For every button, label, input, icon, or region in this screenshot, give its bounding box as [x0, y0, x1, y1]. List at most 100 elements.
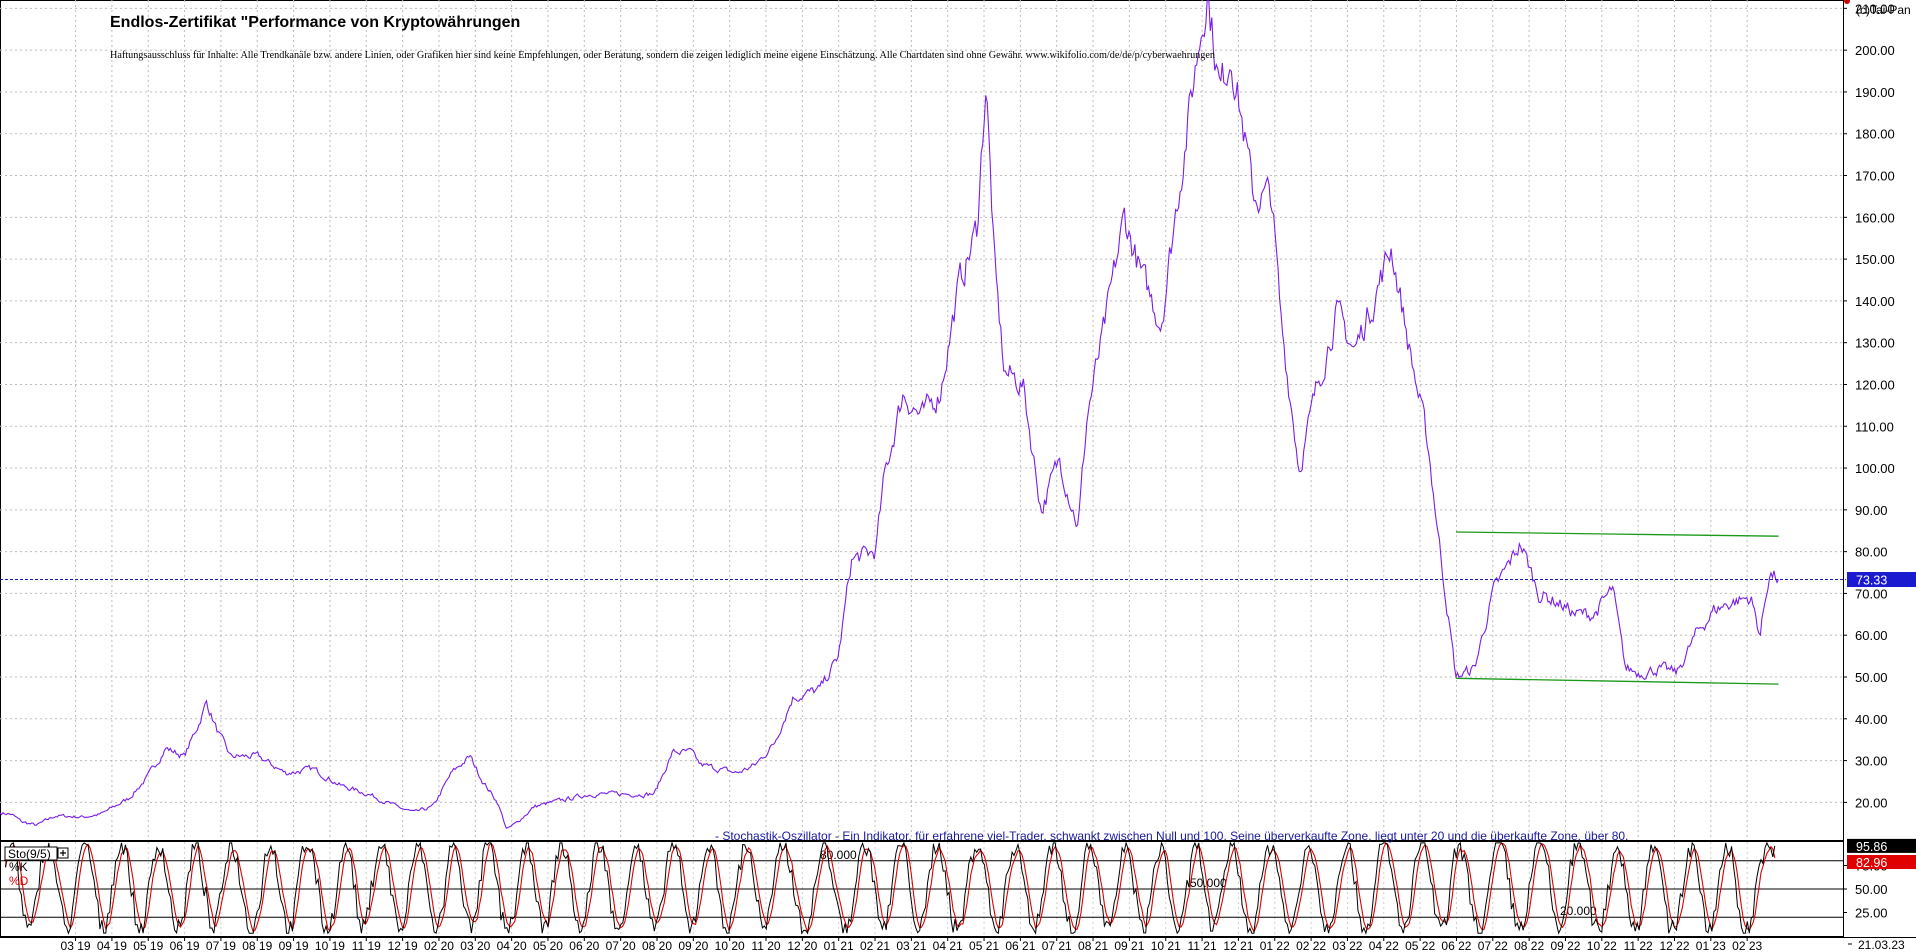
x-tick-label: 08 20	[642, 939, 672, 952]
x-tick-label: 11 21	[1188, 939, 1217, 952]
y-tick-label: 180.00	[1855, 127, 1895, 142]
x-tick-label: 10 22	[1587, 939, 1617, 952]
x-tick-label: 04 20	[497, 939, 527, 952]
d-legend: %D	[9, 874, 29, 888]
price-line	[0, 0, 1779, 829]
x-tick-label: 01 21	[824, 939, 854, 952]
x-tick-label: 08 19	[242, 939, 272, 952]
x-tick-label: 01 22	[1260, 939, 1290, 952]
x-tick-label: 01 23	[1696, 939, 1726, 952]
y-tick-label: 20.00	[1855, 795, 1888, 810]
x-tick-label: 12 19	[388, 939, 418, 952]
k-value-label: 95.86	[1856, 840, 1887, 854]
x-tick-label: 02 21	[860, 939, 890, 952]
y-tick-label: 150.00	[1855, 252, 1895, 267]
stochastic-note: - Stochastik-Oszillator - Ein Indikator,…	[715, 829, 1628, 843]
y-tick-label: 170.00	[1855, 169, 1895, 184]
chart-title: Endlos-Zertifikat "Performance von Krypt…	[110, 14, 520, 31]
x-tick-label: 09 21	[1114, 939, 1144, 952]
current-price-label: 73.33	[1856, 574, 1887, 588]
x-tick-label: 04 19	[97, 939, 127, 952]
x-tick-label: 03 19	[61, 939, 91, 952]
x-tick-label: 04 22	[1369, 939, 1399, 952]
x-axis-ticks: 03 19 04 19 05 19 06 19 07 19 08 19 09 19 10 19…	[61, 937, 1763, 952]
k-legend: %K	[9, 860, 28, 874]
x-tick-label: 06 20	[569, 939, 599, 952]
copyright-label: (c)Tai-Pan	[1856, 3, 1911, 17]
y-tick-label: 110.00	[1855, 419, 1894, 434]
x-tick-label: 09 22	[1550, 939, 1580, 952]
x-tick-label: 03 20	[460, 939, 490, 952]
y-tick-label: 50.00	[1855, 670, 1888, 685]
x-tick-label: 07 22	[1478, 939, 1508, 952]
y-tick-label: 160.00	[1855, 210, 1895, 225]
y-tick-label: 190.00	[1855, 85, 1895, 100]
indicator-level-label: 20.000	[1560, 904, 1597, 918]
k-value-tag	[1847, 838, 1916, 853]
trend-line	[1455, 677, 1779, 685]
x-tick-label: 10 20	[715, 939, 745, 952]
y-tick-label: 60.00	[1855, 628, 1888, 643]
x-tick-label: 08 21	[1078, 939, 1108, 952]
x-tick-label: 12 21	[1223, 939, 1253, 952]
y-tick-label: 70.00	[1855, 586, 1888, 601]
y-tick-label: 30.00	[1855, 754, 1888, 769]
indicator-level-label: 50.000	[1190, 876, 1227, 890]
y-tick-label: 40.00	[1855, 712, 1888, 727]
end-date-label: 21.03.23	[1858, 938, 1905, 952]
chart-disclaimer: Haftungsausschluss für Inhalte: Alle Tre…	[110, 50, 1216, 61]
main-plot-frame	[0, 0, 1844, 841]
indicator-label: Sto(9/5)	[8, 847, 51, 861]
x-tick-label: 12 20	[787, 939, 817, 952]
x-tick-label: 05 20	[533, 939, 563, 952]
grid	[0, 0, 1843, 936]
x-tick-label: 03 21	[896, 939, 926, 952]
x-tick-label: 02 20	[424, 939, 454, 952]
x-tick-label: 11 20	[751, 939, 780, 952]
trend-line	[1455, 531, 1779, 537]
indicator-y-tick-label: 50.00	[1855, 882, 1888, 897]
y-tick-label: 90.00	[1855, 503, 1888, 518]
y-tick-label: 120.00	[1855, 377, 1895, 392]
x-tick-label: 10 19	[315, 939, 345, 952]
x-tick-label: 12 22	[1659, 939, 1689, 952]
price-series	[0, 0, 1779, 829]
x-tick-label: 07 20	[606, 939, 636, 952]
stochastic-k-line	[5, 841, 1776, 935]
x-tick-label: 09 20	[678, 939, 708, 952]
x-tick-label: 02 23	[1732, 939, 1762, 952]
x-tick-label: 02 22	[1296, 939, 1326, 952]
stochastic-indicator: 80.00050.00020.00025.0050.0075.0095.8682…	[0, 838, 1916, 935]
y-axis-ticks: 20.00 30.00 40.00 50.00 60.00 70.00 80.00 90.00…	[1843, 1, 1895, 810]
y-tick-label: 130.00	[1855, 336, 1895, 351]
d-value-tag	[1847, 855, 1916, 870]
x-tick-label: 11 19	[352, 939, 381, 952]
x-tick-label: 10 21	[1151, 939, 1181, 952]
corner-marker-icon	[1844, 0, 1850, 4]
x-tick-label: 04 21	[933, 939, 963, 952]
trend-lines	[1455, 531, 1779, 685]
d-value-label: 82.96	[1856, 856, 1887, 870]
x-tick-label: 06 22	[1441, 939, 1471, 952]
stochastic-d-line	[4, 842, 1776, 934]
y-tick-label: 200.00	[1855, 43, 1895, 58]
plus-icon	[60, 850, 66, 856]
x-tick-label: 06 19	[170, 939, 200, 952]
y-tick-label: 140.00	[1855, 294, 1895, 309]
y-tick-label: 100.00	[1855, 461, 1895, 476]
x-tick-label: 07 19	[206, 939, 236, 952]
x-tick-label: 06 21	[1005, 939, 1035, 952]
x-tick-label: 05 22	[1405, 939, 1435, 952]
x-tick-label: 11 22	[1624, 939, 1653, 952]
x-tick-label: 03 22	[1332, 939, 1362, 952]
x-tick-label: 07 21	[1042, 939, 1072, 952]
x-tick-label: 05 19	[133, 939, 163, 952]
y-tick-label: 80.00	[1855, 545, 1888, 560]
y-tick-label: 210.00	[1855, 1, 1895, 16]
indicator-label-box	[4, 846, 58, 861]
indicator-y-tick-label: 25.00	[1855, 906, 1888, 921]
x-tick-label: 05 21	[969, 939, 999, 952]
x-tick-label: 09 19	[279, 939, 309, 952]
current-price-tag	[1847, 572, 1916, 588]
